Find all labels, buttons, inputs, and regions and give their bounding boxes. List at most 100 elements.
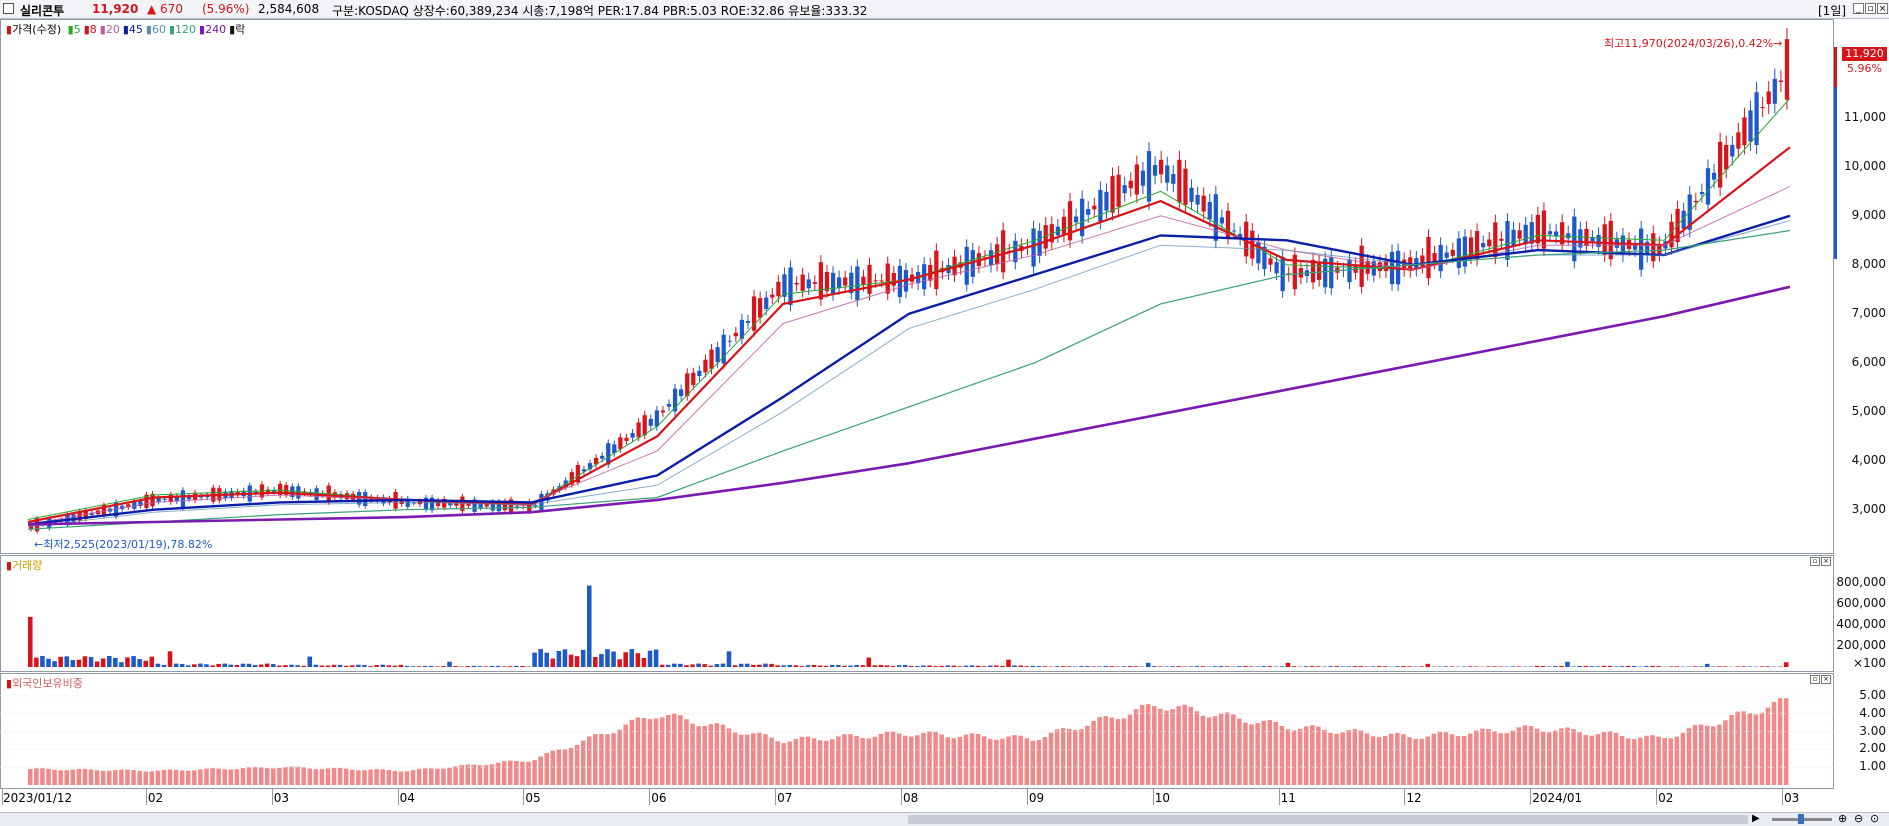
foreign-ownership-bar — [1079, 729, 1084, 785]
volume-bar — [429, 665, 434, 667]
foreign-ownership-bar — [1625, 738, 1631, 785]
foreign-ownership-bar — [1194, 711, 1200, 785]
zoom-in-icon[interactable]: ⊕ — [1838, 812, 1848, 825]
foreign-ownership-bar — [477, 765, 483, 785]
foreign-ownership-bar — [684, 719, 689, 785]
volume-bar — [708, 665, 714, 667]
foreign-ownership-bar — [453, 766, 458, 785]
volume-bar — [350, 665, 355, 667]
volume-bar — [392, 665, 398, 667]
foreign-ownership-bar — [757, 732, 762, 785]
scrollbar-thumb[interactable] — [908, 815, 1748, 824]
candle-body — [879, 280, 884, 282]
volume-pane-restore-icon[interactable]: ▫ — [1810, 557, 1820, 566]
candle-body — [271, 489, 277, 492]
volume-bar — [1674, 666, 1680, 667]
volume-bar — [1218, 666, 1224, 667]
period-selector[interactable]: [1일] — [1818, 4, 1847, 18]
volume-bar — [374, 665, 379, 667]
volume-bar — [623, 652, 628, 667]
volume-bar — [1510, 666, 1516, 667]
volume-y-tick: 800,000 — [1836, 575, 1886, 590]
volume-bar — [647, 650, 653, 667]
foreign-ownership-bar — [775, 741, 780, 785]
volume-bar — [271, 664, 276, 667]
horizontal-scrollbar[interactable]: ▶ ⊕ ⊖ ⊙ — [0, 812, 1889, 826]
foreign-ownership-bar — [781, 743, 786, 785]
candle-body — [1602, 224, 1607, 255]
foreign-ownership-bar — [586, 736, 592, 785]
volume-bar — [113, 657, 118, 667]
foreign-ownership-bar — [678, 715, 683, 785]
minimize-icon[interactable]: _ — [1853, 3, 1864, 14]
volume-bar — [1091, 666, 1096, 667]
foreign-ownership-bar — [1255, 723, 1260, 785]
candle-body — [1298, 268, 1304, 278]
zoom-reset-icon[interactable]: ⊙ — [1870, 812, 1880, 825]
date-tick — [1404, 789, 1406, 805]
volume-bar — [514, 665, 519, 667]
foreign-ownership-bar — [1066, 728, 1072, 785]
foreign-ownership-bar — [1042, 737, 1048, 785]
foreign-ownership-bar — [544, 752, 550, 785]
close-icon[interactable]: × — [1877, 3, 1888, 14]
foreign-ownership-bar — [1060, 728, 1066, 785]
volume-bar — [459, 666, 464, 667]
volume-bar — [1200, 666, 1206, 667]
foreign-ownership-bar — [356, 770, 361, 785]
price-chart[interactable] — [0, 19, 1834, 554]
foreign-ownership-bar — [690, 723, 695, 785]
volume-bar — [1370, 666, 1376, 667]
candle-body — [363, 492, 368, 506]
price-pane[interactable] — [0, 19, 1834, 554]
volume-bar — [866, 657, 872, 667]
candle-body — [132, 501, 137, 509]
volume-pane-close-icon[interactable]: × — [1821, 557, 1831, 566]
date-tick — [1782, 789, 1783, 805]
candle-body — [1292, 254, 1297, 290]
foreign-ownership-bar — [1048, 732, 1054, 785]
candle-body — [1468, 237, 1474, 257]
foreign-pane-restore-icon[interactable]: ▫ — [1810, 675, 1820, 684]
price-y-tick: 8,000 — [1851, 256, 1886, 271]
volume-bar — [435, 666, 440, 667]
volume-bar — [58, 656, 63, 667]
candle-body — [411, 502, 416, 504]
stock-name[interactable]: 실리콘투 — [20, 4, 65, 18]
foreign-ownership-bar — [501, 761, 507, 785]
foreign-ownership-bar — [1407, 737, 1412, 785]
foreign-ownership-bar — [878, 733, 884, 785]
candle-body — [739, 319, 745, 339]
volume-bar — [969, 665, 975, 667]
volume-pane[interactable] — [0, 555, 1834, 672]
foreign-y-tick: 3.00 — [1859, 723, 1886, 738]
scroll-right-icon[interactable]: ▶ — [1752, 813, 1760, 824]
volume-bar — [1632, 666, 1637, 667]
volume-bar — [477, 666, 483, 667]
foreign-pane-close-icon[interactable]: × — [1821, 675, 1831, 684]
price-legend: ▮가격(수정) ▮5 ▮8 ▮20 ▮45 ▮60 ▮120 ▮240 ▮락 — [6, 23, 246, 36]
foreign-ownership-bar — [1613, 732, 1619, 785]
foreign-ownership-chart[interactable] — [0, 673, 1834, 789]
volume-bar — [690, 664, 695, 667]
foreign-ownership-bar — [234, 769, 240, 785]
restore-icon[interactable]: ▫ — [1865, 3, 1876, 14]
foreign-ownership-bar — [1237, 718, 1242, 785]
foreign-ownership-bar — [1364, 733, 1370, 785]
foreign-ownership-bar — [1419, 738, 1424, 785]
foreign-ownership-bar — [1145, 704, 1151, 785]
zoom-out-icon[interactable]: ⊖ — [1854, 812, 1864, 825]
chart-menu-icon[interactable] — [3, 3, 14, 14]
foreign-ownership-bar — [192, 770, 197, 785]
candle-body — [1772, 78, 1777, 104]
volume-chart[interactable] — [0, 555, 1834, 672]
volume-bar — [1443, 666, 1449, 667]
volume-bar — [34, 657, 39, 667]
foreign-ownership-bar — [350, 769, 355, 785]
foreign-ownership-bar — [1595, 734, 1601, 785]
zoom-slider-handle[interactable] — [1798, 814, 1804, 824]
volume-bar — [222, 663, 227, 667]
candle-body — [575, 465, 580, 483]
foreign-ownership-bar — [252, 766, 258, 785]
foreign-ownership-bar — [1486, 729, 1491, 785]
